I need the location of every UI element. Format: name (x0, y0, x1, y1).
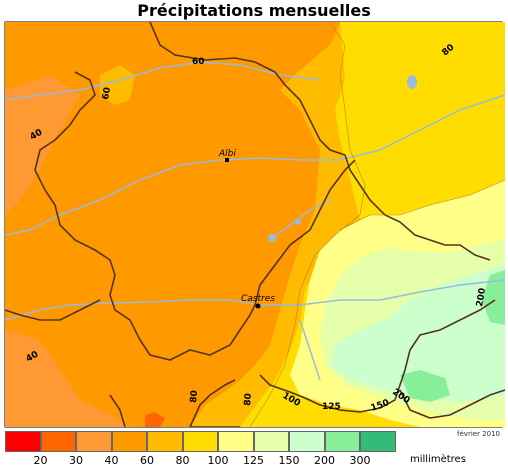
zone-200-300-east (482, 270, 505, 325)
legend-swatch (360, 431, 396, 452)
lake (268, 234, 276, 242)
legend-swatch (5, 431, 41, 452)
zone-40-west (5, 75, 80, 215)
legend-swatch (253, 431, 289, 452)
legend-swatch (324, 431, 360, 452)
legend-tick-label: 300 (349, 454, 371, 467)
legend-color-scale (5, 431, 396, 452)
date-note: février 2010 (457, 430, 500, 438)
legend-unit: millimètres (410, 454, 466, 465)
isoline-label: 60 (101, 86, 113, 100)
zone-40-southwest (5, 330, 130, 427)
legend-swatch (218, 431, 254, 452)
city-marker-albi (225, 158, 229, 162)
legend-tick-label: 20 (33, 454, 48, 467)
rivers (4, 61, 506, 381)
zone-60-80-west (5, 22, 340, 427)
lake (407, 75, 417, 89)
legend-swatch (111, 431, 147, 452)
legend-tick-label: 60 (140, 454, 154, 467)
legend-swatch (182, 431, 218, 452)
legend-tick-label: 40 (104, 454, 119, 467)
city-marker-castres (255, 303, 261, 309)
legend-tick-label: 100 (207, 454, 229, 467)
zone-200-300-south (400, 370, 450, 402)
isoline-label: 200 (475, 287, 488, 307)
legend-ticks: 20 30 40 60 80 100 125 150 200 300 (0, 452, 508, 470)
isolines (249, 21, 506, 428)
map-title: Précipitations mensuelles (137, 1, 371, 20)
legend-tick-label: 125 (243, 454, 264, 467)
zone-60-80-patch (100, 65, 135, 105)
legend-tick-label: 200 (314, 454, 335, 467)
city-label-albi: Albi (218, 149, 236, 159)
zone-150-200 (330, 265, 505, 402)
legend-swatch (40, 431, 76, 452)
isoline-label: 125 (322, 402, 341, 412)
isoline-label: 80 (189, 390, 200, 403)
legend-tick-label: 150 (278, 454, 300, 467)
isoline-label: 60 (192, 57, 205, 67)
legend-swatch (147, 431, 183, 452)
legend-swatch (76, 431, 112, 452)
legend-tick-label: 80 (175, 454, 190, 467)
isoline-label: 80 (243, 393, 254, 406)
city-label-castres: Castres (241, 294, 275, 304)
boundaries (4, 21, 506, 428)
lake (295, 219, 301, 225)
legend-tick-label: 30 (69, 454, 83, 467)
legend-swatch (289, 431, 325, 452)
zone-30-spot (145, 412, 165, 427)
